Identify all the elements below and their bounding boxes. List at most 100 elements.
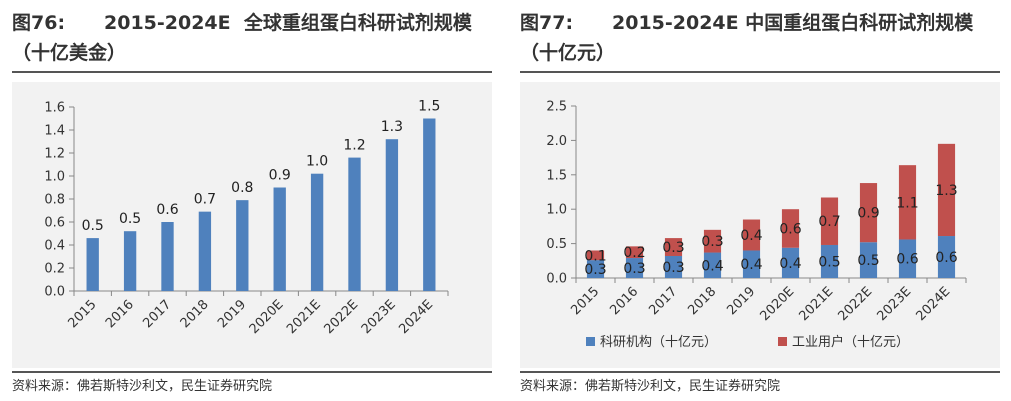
segment-data-label: 0.6 xyxy=(896,252,918,268)
y-tick-label: 0.2 xyxy=(44,262,65,277)
y-tick-label: 0.0 xyxy=(44,285,65,300)
segment-data-label: 0.1 xyxy=(584,248,606,264)
y-tick-label: 1.0 xyxy=(546,203,567,218)
bar xyxy=(161,222,174,291)
y-tick-label: 0.8 xyxy=(44,193,65,208)
right-chart-panel: 图77: 2015-2024E 中国重组蛋白科研试剂规模（十亿元） 0.0 0.5 1… xyxy=(520,0,1000,401)
segment-data-label: 1.3 xyxy=(935,183,957,199)
segment-data-label: 0.3 xyxy=(662,260,684,276)
x-category-label: 2024E xyxy=(396,297,436,337)
segment-data-label: 0.3 xyxy=(701,234,723,250)
segment-data-label: 0.3 xyxy=(584,262,606,278)
bar-segment-industry xyxy=(586,250,605,261)
x-category-label: 2015 xyxy=(66,297,100,331)
x-category-label: 2022E xyxy=(322,297,362,337)
source-divider xyxy=(520,371,1000,373)
bar-segment-industry xyxy=(742,219,761,251)
figure-number: 图76: xyxy=(12,12,66,34)
y-tick-label: 0.6 xyxy=(44,216,65,231)
x-category-label: 2021E xyxy=(284,297,324,337)
y-tick-label: 1.5 xyxy=(546,168,567,183)
segment-data-label: 0.5 xyxy=(818,254,840,270)
y-tick-label: 1.2 xyxy=(44,147,65,162)
bar xyxy=(385,139,399,291)
y-tick-label: 2.5 xyxy=(546,100,567,115)
bar-segment-industry xyxy=(859,183,878,243)
figure-title-text: 2015-2024E 全球重组蛋白科研试剂规模（十亿美金） xyxy=(12,12,472,64)
bar xyxy=(273,187,286,291)
source-note: 资料来源：佛若斯特沙利文，民生证券研究院 xyxy=(520,379,781,394)
bar-segment-research xyxy=(625,258,644,278)
x-category-label: 2016 xyxy=(103,297,137,331)
segment-data-label: 0.3 xyxy=(662,240,684,256)
figure-number: 图77: xyxy=(520,12,574,34)
bar xyxy=(310,173,324,291)
bar-data-label: 1.2 xyxy=(343,138,365,154)
bar xyxy=(198,211,212,291)
bar xyxy=(123,231,137,291)
bar-segment-industry xyxy=(781,209,800,248)
bar-data-label: 0.5 xyxy=(82,218,104,234)
bar-data-label: 0.7 xyxy=(194,192,216,208)
bar-segment-industry xyxy=(664,238,683,256)
x-category-label: 2019 xyxy=(215,297,249,331)
x-category-label: 2023E xyxy=(875,284,915,324)
y-tick-label: 2.0 xyxy=(546,134,567,149)
legend-swatch xyxy=(586,337,595,346)
bar xyxy=(348,157,361,291)
bar-segment-research xyxy=(586,260,605,278)
segment-data-label: 0.7 xyxy=(818,214,840,230)
segment-data-label: 0.2 xyxy=(623,245,645,261)
bar-segment-research xyxy=(820,244,839,278)
bar-data-label: 0.6 xyxy=(156,202,178,218)
source-divider xyxy=(12,371,492,373)
chart-area: 0.0 0.5 1.0 1.5 2.0 2.5 2015 2016 2017 2018 2019 20… xyxy=(520,82,1000,368)
legend-label: 工业用户（十亿元） xyxy=(792,334,909,350)
x-category-label: 2019 xyxy=(724,284,758,318)
x-category-label: 2023E xyxy=(359,297,399,337)
bar-data-label: 1.5 xyxy=(418,99,440,115)
chart-area: 0.0 0.2 0.4 0.6 0.8 1.0 1.2 1.4 1.6 2015 2016 2017 2… xyxy=(12,82,492,368)
bar-data-label: 0.9 xyxy=(269,168,291,184)
title-divider xyxy=(520,71,1000,73)
bar-data-label: 1.0 xyxy=(306,154,328,170)
bar-segment-industry xyxy=(937,143,956,237)
bar-data-label: 0.5 xyxy=(119,211,141,227)
bar-segment-research xyxy=(937,236,956,278)
chart-title: 图77: 2015-2024E 中国重组蛋白科研试剂规模（十亿元） xyxy=(520,8,1000,68)
segment-data-label: 1.1 xyxy=(896,195,918,211)
bar-segment-research xyxy=(781,247,800,278)
segment-data-label: 0.4 xyxy=(740,257,762,273)
bar-data-label: 0.8 xyxy=(231,180,253,196)
bar xyxy=(423,118,436,291)
x-category-label: 2022E xyxy=(836,284,876,324)
bar-segment-industry xyxy=(625,246,644,259)
legend-swatch xyxy=(778,337,787,346)
y-tick-label: 0.0 xyxy=(546,272,567,287)
bar-segment-research xyxy=(664,255,683,278)
bar-segment-research xyxy=(898,239,917,278)
x-category-label: 2018 xyxy=(685,284,719,318)
source-note: 资料来源：佛若斯特沙利文，民生证券研究院 xyxy=(12,379,273,394)
figure-title-text: 2015-2024E 中国重组蛋白科研试剂规模（十亿元） xyxy=(520,12,974,64)
chart-title: 图76: 2015-2024E 全球重组蛋白科研试剂规模（十亿美金） xyxy=(12,8,492,68)
x-category-label: 2020E xyxy=(247,297,287,337)
x-category-label: 2020E xyxy=(758,284,798,324)
bar xyxy=(236,200,249,291)
y-tick-label: 0.5 xyxy=(546,237,567,252)
segment-data-label: 0.4 xyxy=(701,258,723,274)
segment-data-label: 0.9 xyxy=(857,206,879,222)
x-category-label: 2016 xyxy=(607,284,641,318)
bar-segment-research xyxy=(859,242,878,278)
x-category-label: 2015 xyxy=(568,284,602,318)
x-category-label: 2024E xyxy=(914,284,954,324)
x-category-label: 2017 xyxy=(646,284,680,318)
title-divider xyxy=(12,71,492,73)
bar-segment-industry xyxy=(820,197,839,245)
x-category-label: 2017 xyxy=(140,297,174,331)
x-category-label: 2018 xyxy=(178,297,212,331)
bar-segment-industry xyxy=(703,229,722,253)
left-chart-panel: 图76: 2015-2024E 全球重组蛋白科研试剂规模（十亿美金） 0.0 0.2… xyxy=(12,0,492,401)
segment-data-label: 0.6 xyxy=(935,250,957,266)
